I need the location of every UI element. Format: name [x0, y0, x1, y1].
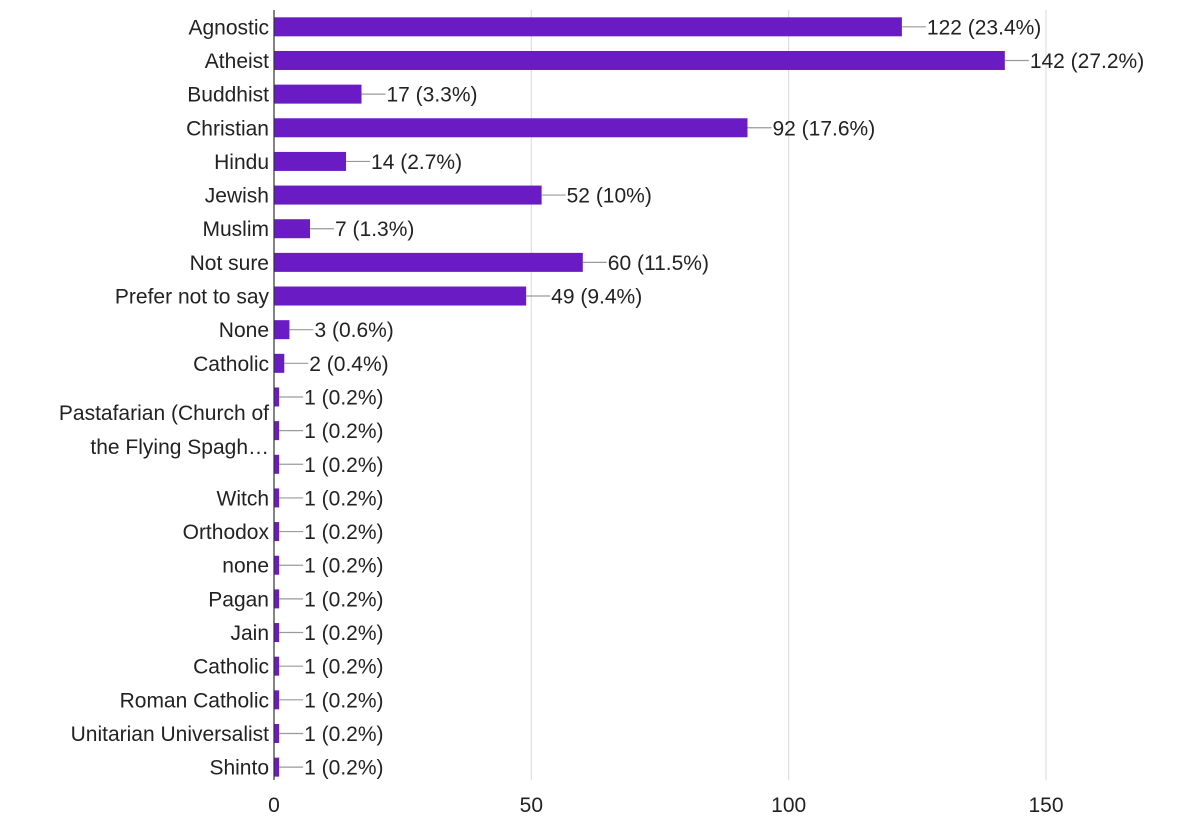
bar — [274, 421, 280, 441]
bar — [274, 723, 280, 743]
x-tick-label: 0 — [268, 794, 280, 817]
category-label-wrapped: the Flying Spagh… — [90, 436, 269, 459]
bar — [274, 17, 902, 37]
category-label: Roman Catholic — [120, 689, 269, 712]
bar — [274, 623, 280, 643]
category-label: Not sure — [190, 252, 269, 275]
category-label: Agnostic — [188, 16, 269, 39]
bar — [274, 555, 280, 575]
category-label: Jain — [230, 622, 269, 645]
bar — [274, 690, 280, 710]
category-label: Shinto — [209, 757, 269, 780]
data-label: 1 (0.2%) — [304, 588, 383, 611]
category-label: Catholic — [193, 656, 269, 679]
x-tick-label: 100 — [771, 794, 806, 817]
bars — [274, 17, 1005, 777]
category-label: Jewish — [205, 185, 269, 208]
bar — [274, 84, 362, 104]
data-label: 52 (10%) — [567, 185, 652, 208]
bar — [274, 387, 280, 407]
x-tick-label: 150 — [1028, 794, 1063, 817]
data-label: 1 (0.2%) — [304, 757, 383, 780]
category-label: none — [222, 555, 269, 578]
category-labels: Agnostic Atheist Buddhist Christian Hindu Jew… — [59, 16, 270, 779]
bar — [274, 320, 290, 340]
data-label: 60 (11.5%) — [608, 252, 709, 275]
x-axis-ticks: 0 50 100 150 — [268, 794, 1063, 817]
x-tick-label: 50 — [520, 794, 543, 817]
category-label: Witch — [217, 487, 270, 510]
bar — [274, 286, 527, 306]
category-label: Unitarian Universalist — [71, 723, 270, 746]
category-label: Orthodox — [183, 521, 270, 544]
bar — [274, 50, 1005, 70]
data-label: 3 (0.6%) — [314, 319, 393, 342]
data-label: 17 (3.3%) — [386, 84, 477, 107]
data-label: 1 (0.2%) — [304, 386, 383, 409]
bar — [274, 118, 748, 138]
bar — [274, 219, 311, 239]
category-label: Pagan — [208, 588, 269, 611]
data-label: 1 (0.2%) — [304, 521, 383, 544]
data-label: 1 (0.2%) — [304, 555, 383, 578]
data-label: 142 (27.2%) — [1030, 50, 1144, 73]
category-label: Christian — [186, 117, 269, 140]
category-label: Hindu — [214, 151, 269, 174]
data-label: 1 (0.2%) — [304, 420, 383, 443]
bar — [274, 252, 583, 272]
data-labels: 122 (23.4%) 142 (27.2%) 17 (3.3%) 92 (17.6%… — [304, 16, 1144, 779]
data-label-leaders — [279, 26, 1029, 768]
category-label: Atheist — [205, 50, 269, 73]
data-label: 14 (2.7%) — [371, 151, 462, 174]
bar — [274, 488, 280, 508]
category-label: Buddhist — [187, 84, 269, 107]
bar — [274, 353, 285, 373]
category-label: Muslim — [203, 218, 270, 241]
data-label: 1 (0.2%) — [304, 454, 383, 477]
data-label: 1 (0.2%) — [304, 723, 383, 746]
gridlines — [530, 10, 1047, 780]
data-label: 92 (17.6%) — [772, 117, 875, 140]
data-label: 7 (1.3%) — [335, 218, 414, 241]
bar — [274, 656, 280, 676]
bar — [274, 454, 280, 474]
bar — [274, 522, 280, 542]
category-label: Prefer not to say — [115, 286, 270, 309]
data-label: 49 (9.4%) — [551, 286, 642, 309]
category-label-wrapped: Pastafarian (Church of — [59, 402, 269, 425]
bar — [274, 589, 280, 609]
data-label: 1 (0.2%) — [304, 622, 383, 645]
category-label: None — [219, 319, 269, 342]
data-label: 1 (0.2%) — [304, 689, 383, 712]
data-label: 122 (23.4%) — [927, 16, 1041, 39]
data-label: 1 (0.2%) — [304, 656, 383, 679]
bar — [274, 185, 542, 205]
bar — [274, 757, 280, 777]
data-label: 2 (0.4%) — [309, 353, 388, 376]
data-label: 1 (0.2%) — [304, 487, 383, 510]
bar — [274, 151, 347, 171]
category-label: Catholic — [193, 353, 269, 376]
